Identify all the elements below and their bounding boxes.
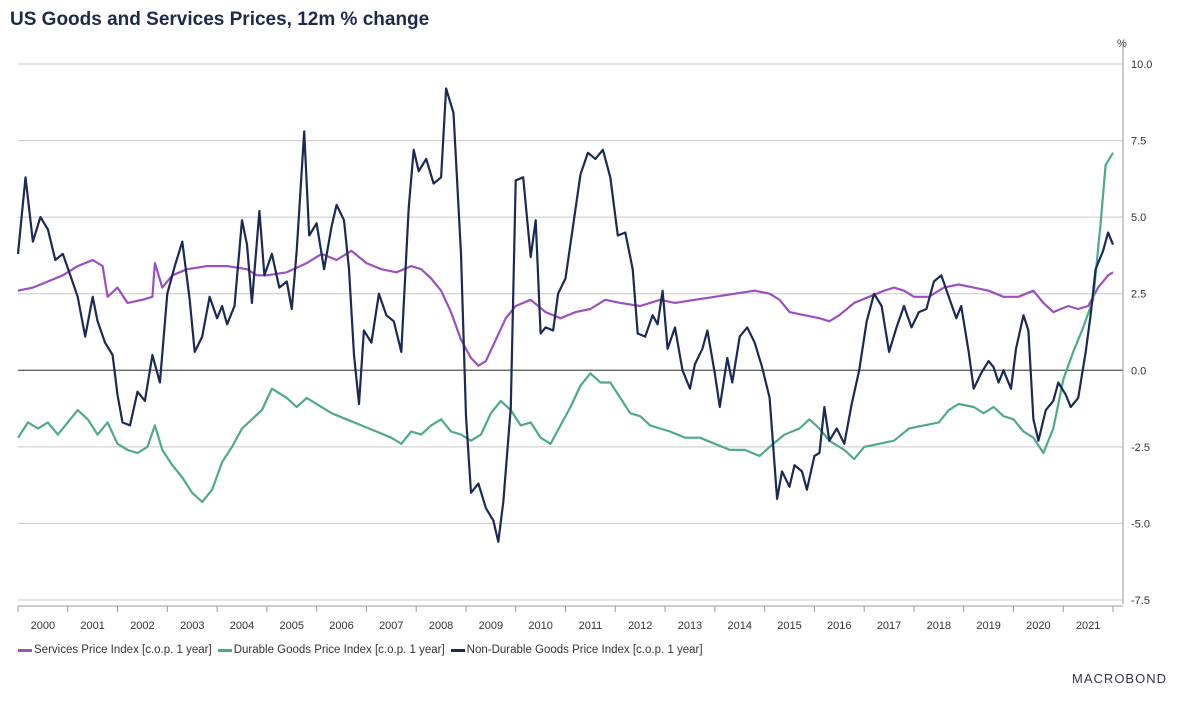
x-tick-label: 2001 <box>80 620 104 632</box>
x-tick-label: 2018 <box>927 620 951 632</box>
x-tick-label: 2017 <box>877 620 901 632</box>
legend-label-nondurable: Non-Durable Goods Price Index [c.o.p. 1 … <box>466 644 703 656</box>
legend-item-durable: Durable Goods Price Index [c.o.p. 1 year… <box>217 644 445 656</box>
chart-title: US Goods and Services Prices, 12m % chan… <box>10 9 430 30</box>
y-tick-label: 5.0 <box>1131 212 1146 224</box>
series-lines <box>16 87 1115 543</box>
x-tick-label: 2003 <box>180 620 204 632</box>
x-tick-label: 2013 <box>678 620 702 632</box>
legend-swatch-durable <box>217 648 232 652</box>
x-tick-label: 2020 <box>1026 620 1050 632</box>
series-line-0 <box>17 249 1114 367</box>
x-tick-label: 2011 <box>579 620 603 632</box>
x-tick-label: 2007 <box>379 620 403 632</box>
y-axis: 10.0 7.5 5.0 2.5 0.0 -2.5 -5.0 -7.5% <box>1117 38 1152 607</box>
y-tick-label: 2.5 <box>1131 289 1146 301</box>
x-tick-label: 2000 <box>31 620 55 632</box>
series-line-2 <box>16 87 1115 543</box>
legend-label-durable: Durable Goods Price Index [c.o.p. 1 year… <box>233 644 445 656</box>
x-tick-label: 2006 <box>329 620 353 632</box>
x-tick-label: 2002 <box>130 620 154 632</box>
y-tick-label: -5.0 <box>1131 518 1150 530</box>
y-axis-unit: % <box>1117 38 1127 50</box>
legend-item-nondurable: Non-Durable Goods Price Index [c.o.p. 1 … <box>450 644 703 656</box>
legend-swatch-nondurable <box>450 648 465 652</box>
legend-swatch-services <box>18 648 32 652</box>
legend-item-services: Services Price Index [c.o.p. 1 year] <box>18 644 212 656</box>
x-tick-label: 2004 <box>230 620 254 632</box>
x-tick-label: 2012 <box>628 620 652 632</box>
y-tick-label: 7.5 <box>1131 136 1146 148</box>
y-tick-label: 0.0 <box>1131 365 1146 377</box>
legend-label-services: Services Price Index [c.o.p. 1 year] <box>34 644 212 656</box>
legend: Services Price Index [c.o.p. 1 year] Dur… <box>18 644 709 656</box>
gridlines <box>18 63 1123 601</box>
x-tick-label: 2005 <box>280 620 304 632</box>
x-tick-label: 2015 <box>777 620 801 632</box>
x-axis: 2000 2001 2002 2003 2004 2005 2006 2007 2008 2009… <box>17 605 1123 632</box>
y-tick-label: -2.5 <box>1131 442 1150 454</box>
x-tick-label: 2016 <box>827 620 851 632</box>
x-tick-label: 2019 <box>976 620 1000 632</box>
x-tick-label: 2021 <box>1076 620 1100 632</box>
y-tick-label: 10.0 <box>1131 59 1152 71</box>
series-line-1 <box>17 152 1114 504</box>
x-tick-label: 2010 <box>528 620 552 632</box>
x-tick-label: 2014 <box>727 620 751 632</box>
x-tick-label: 2009 <box>479 620 503 632</box>
y-tick-label: -7.5 <box>1131 595 1150 607</box>
x-tick-label: 2008 <box>429 620 453 632</box>
brand-logo: MACROBOND <box>1072 671 1167 686</box>
